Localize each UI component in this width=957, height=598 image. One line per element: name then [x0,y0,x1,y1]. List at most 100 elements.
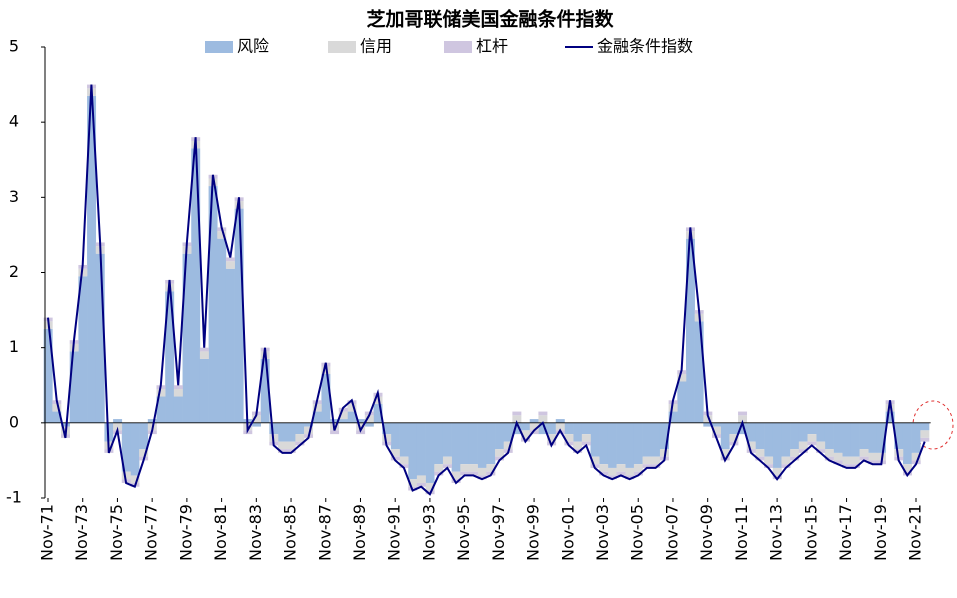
bar [121,422,131,472]
bar [217,238,227,423]
bar [616,422,626,465]
bar [599,422,609,465]
bar [408,479,418,487]
bar [816,449,826,453]
bar [755,422,765,450]
bar [451,471,461,480]
bar [347,411,357,423]
bar [356,419,366,423]
bar [416,475,426,483]
bar [347,404,357,412]
bar [147,419,157,423]
bar [304,426,314,435]
bar [173,389,183,397]
bar [772,467,782,476]
bar [885,411,895,423]
bar [824,449,834,457]
bar [738,422,748,435]
bar [746,422,756,442]
bar [312,411,322,423]
bar [868,460,878,465]
bar [538,411,548,416]
bar [824,422,834,450]
bar [607,422,617,468]
x-tick-label: Nov-89 [350,504,369,561]
bar [633,471,643,476]
bar [859,456,869,461]
index-line [47,84,926,496]
bar [52,404,62,412]
bar [278,441,287,450]
bar [286,441,296,450]
x-tick-label: Nov-75 [107,504,126,561]
bar [633,422,643,465]
bar [173,396,183,423]
bar [477,467,487,476]
bar [833,460,843,465]
bar [399,464,409,468]
bar [486,422,496,465]
bar [729,434,739,442]
bar [547,422,557,435]
bar [113,419,123,423]
bar [894,449,904,457]
bar [824,456,834,461]
x-tick-label: Nov-85 [281,504,300,561]
y-tick-label: 3 [9,187,19,206]
bar [642,456,652,465]
bar [286,449,296,453]
y-tick-label: 5 [9,37,19,56]
bar [78,268,88,277]
bar [156,396,166,423]
chart-title: 芝加哥联储美国金融条件指数 [366,8,614,31]
bar [425,482,435,491]
bar [668,411,678,423]
x-tick-label: Nov-15 [801,504,820,561]
bar [356,430,366,435]
bar [920,437,930,442]
bar [902,464,912,472]
bar [746,441,756,450]
x-tick-label: Nov-11 [732,504,751,561]
bar [920,422,930,431]
x-tick-label: Nov-73 [72,504,91,561]
bar [356,422,366,431]
bar [590,422,600,457]
bar [564,441,574,446]
bar [139,449,149,457]
bar [425,422,435,483]
bar [738,411,748,416]
bar [113,422,123,431]
bar [156,389,166,397]
bar [191,148,201,423]
bar [729,422,739,435]
x-tick-label: Nov-05 [628,504,647,561]
bar [764,422,774,457]
bar [920,430,930,438]
bar [798,422,808,442]
bar [260,358,270,423]
y-tick-label: 0 [9,412,19,431]
bar [764,456,774,465]
bar [477,475,487,480]
bar [199,358,209,423]
bar [581,422,591,435]
bar [512,411,522,416]
bar [225,257,235,262]
bar [911,452,921,461]
x-tick-label: Nov-81 [211,504,230,561]
x-tick-label: Nov-77 [142,504,161,561]
bar [876,422,886,453]
bar [764,464,774,468]
bar [712,426,721,435]
x-tick-label: Nov-07 [662,504,681,561]
bar [278,422,287,442]
y-tick-label: 2 [9,262,19,281]
bar [243,430,253,435]
bar [312,404,322,412]
bar [651,422,661,457]
bar [295,434,305,442]
x-tick-label: Nov-95 [454,504,473,561]
legend-swatch [328,41,356,53]
